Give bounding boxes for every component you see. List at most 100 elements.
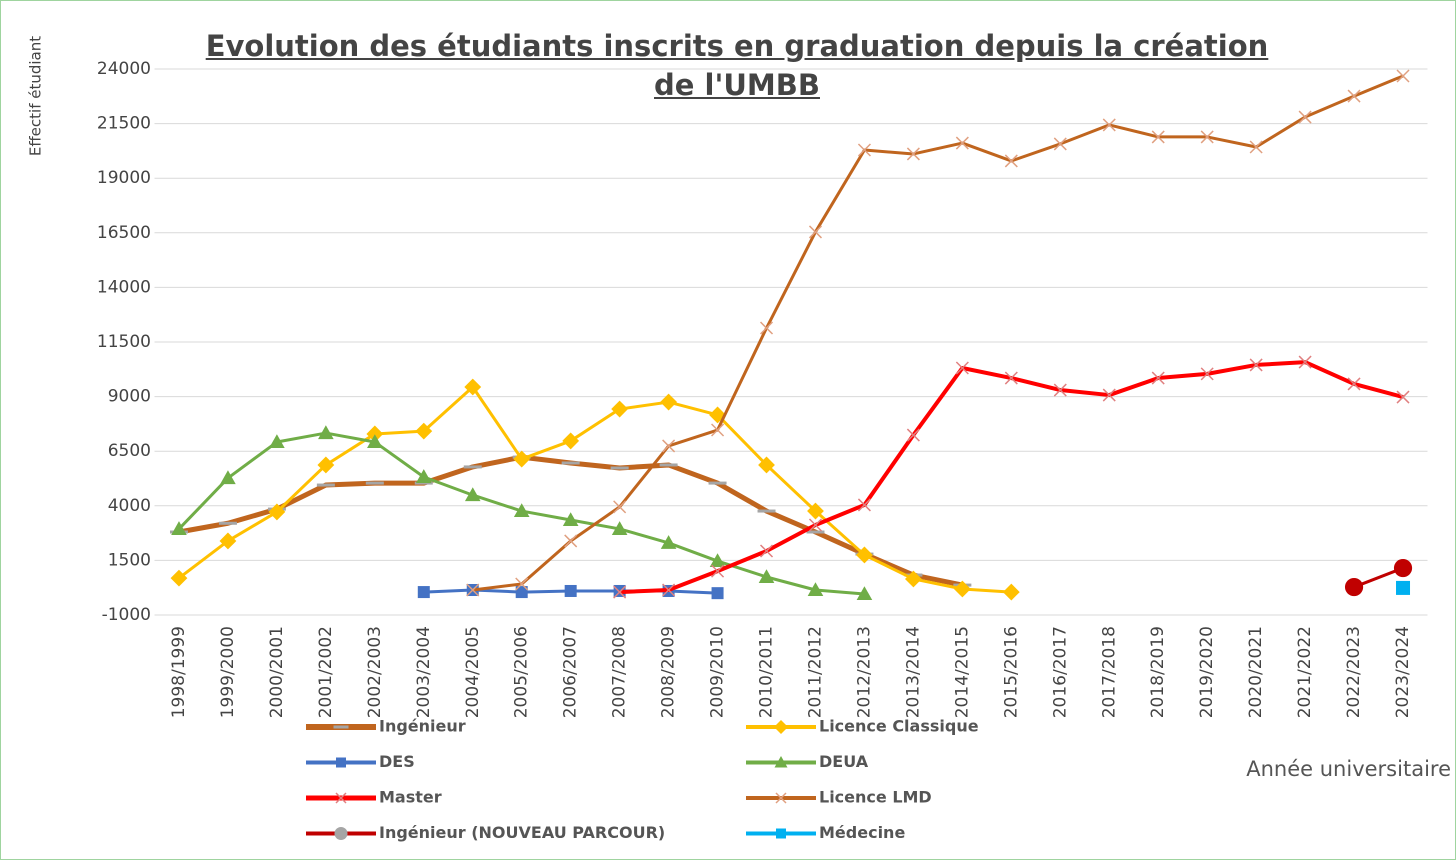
- marker: [757, 509, 776, 513]
- marker: [170, 569, 188, 587]
- x-tick-label: 2002/2003: [365, 626, 385, 718]
- marker: [711, 564, 725, 578]
- x-tick-label: 2013/2014: [903, 626, 923, 718]
- legend-label: Licence LMD: [819, 788, 932, 807]
- marker: [1004, 154, 1018, 168]
- x-tick-label: 2011/2012: [805, 626, 825, 718]
- y-tick-label: 9000: [108, 387, 151, 407]
- marker: [415, 422, 433, 440]
- marker: [562, 432, 580, 450]
- marker: [1102, 118, 1116, 132]
- x-tick-label: 2014/2015: [952, 626, 972, 718]
- marker: [711, 587, 724, 600]
- marker: [759, 544, 774, 558]
- marker: [660, 393, 677, 411]
- marker: [857, 498, 871, 512]
- marker: [318, 425, 334, 440]
- marker: [711, 423, 725, 437]
- x-tick-label: 1998/1999: [169, 626, 189, 718]
- marker: [857, 143, 871, 157]
- x-tick-label: 2022/2023: [1344, 626, 1364, 718]
- legend-label: Médecine: [819, 823, 905, 842]
- marker: [807, 582, 824, 596]
- y-tick-label: 1500: [108, 550, 151, 570]
- series-line: [472, 74, 1404, 592]
- marker: [414, 481, 433, 485]
- marker: [333, 725, 349, 729]
- x-tick-label: 2000/2001: [267, 626, 287, 718]
- marker: [659, 463, 678, 467]
- marker: [417, 586, 430, 599]
- marker: [856, 586, 873, 601]
- marker: [1298, 355, 1312, 369]
- marker: [610, 466, 629, 470]
- marker: [334, 827, 348, 840]
- marker: [1002, 583, 1020, 601]
- marker: [366, 425, 384, 443]
- series-line: [178, 385, 1012, 594]
- x-tick-label: 2006/2007: [561, 626, 581, 718]
- x-tick-label: 2015/2016: [1001, 626, 1021, 718]
- marker: [662, 439, 676, 453]
- y-tick-label: -1000: [102, 605, 151, 625]
- marker: [1347, 89, 1361, 103]
- y-tick-label: 19000: [97, 168, 151, 188]
- x-tick-label: 2010/2011: [757, 626, 777, 718]
- marker: [464, 487, 481, 502]
- marker: [564, 584, 577, 597]
- y-tick-label: 14000: [97, 277, 151, 297]
- marker: [759, 321, 774, 335]
- marker: [515, 586, 528, 599]
- x-tick-label: 2012/2013: [854, 626, 874, 718]
- y-axis-label: Effectif étudiant: [27, 36, 45, 156]
- marker: [316, 483, 335, 487]
- x-tick-label: 2021/2022: [1295, 626, 1315, 718]
- marker: [561, 461, 580, 465]
- x-tick-label: 2004/2005: [463, 626, 483, 718]
- marker: [219, 532, 237, 550]
- y-tick-label: 4000: [108, 496, 151, 516]
- marker: [515, 577, 529, 591]
- y-tick-label: 21500: [97, 114, 151, 134]
- marker: [1004, 371, 1018, 385]
- marker: [953, 580, 971, 598]
- marker: [463, 465, 482, 469]
- marker: [415, 469, 432, 483]
- legend-label: DES: [379, 752, 415, 771]
- marker: [464, 378, 482, 396]
- marker: [708, 481, 727, 485]
- marker: [758, 456, 775, 474]
- x-tick-label: 2017/2018: [1099, 626, 1119, 718]
- x-tick-label: 2020/2021: [1246, 626, 1266, 718]
- marker: [513, 503, 530, 518]
- x-tick-label: 2009/2010: [708, 626, 728, 718]
- marker: [1200, 130, 1214, 144]
- marker: [807, 502, 824, 520]
- marker: [336, 757, 346, 768]
- marker: [367, 434, 383, 449]
- marker: [1200, 367, 1214, 381]
- marker: [562, 512, 579, 526]
- marker: [776, 828, 786, 839]
- marker: [1151, 371, 1165, 385]
- marker: [955, 361, 969, 375]
- marker: [774, 720, 788, 734]
- marker: [660, 535, 677, 549]
- marker: [466, 583, 480, 597]
- marker: [1393, 558, 1413, 578]
- marker: [317, 456, 335, 474]
- chart-title: Evolution des étudiants inscrits en grad…: [205, 29, 1269, 102]
- marker: [335, 792, 347, 804]
- legend-label: Ingénieur: [379, 717, 466, 736]
- marker: [1249, 358, 1263, 372]
- marker: [709, 553, 726, 568]
- x-tick-label: 2007/2008: [610, 626, 630, 718]
- x-tick-label: 2016/2017: [1050, 626, 1070, 718]
- marker: [808, 518, 823, 532]
- legend-label: Ingénieur (NOUVEAU PARCOUR): [379, 823, 665, 842]
- marker: [1396, 390, 1410, 404]
- y-tick-label: 24000: [97, 59, 151, 79]
- marker: [808, 225, 823, 239]
- x-axis-label: Année universitaire: [1246, 757, 1451, 781]
